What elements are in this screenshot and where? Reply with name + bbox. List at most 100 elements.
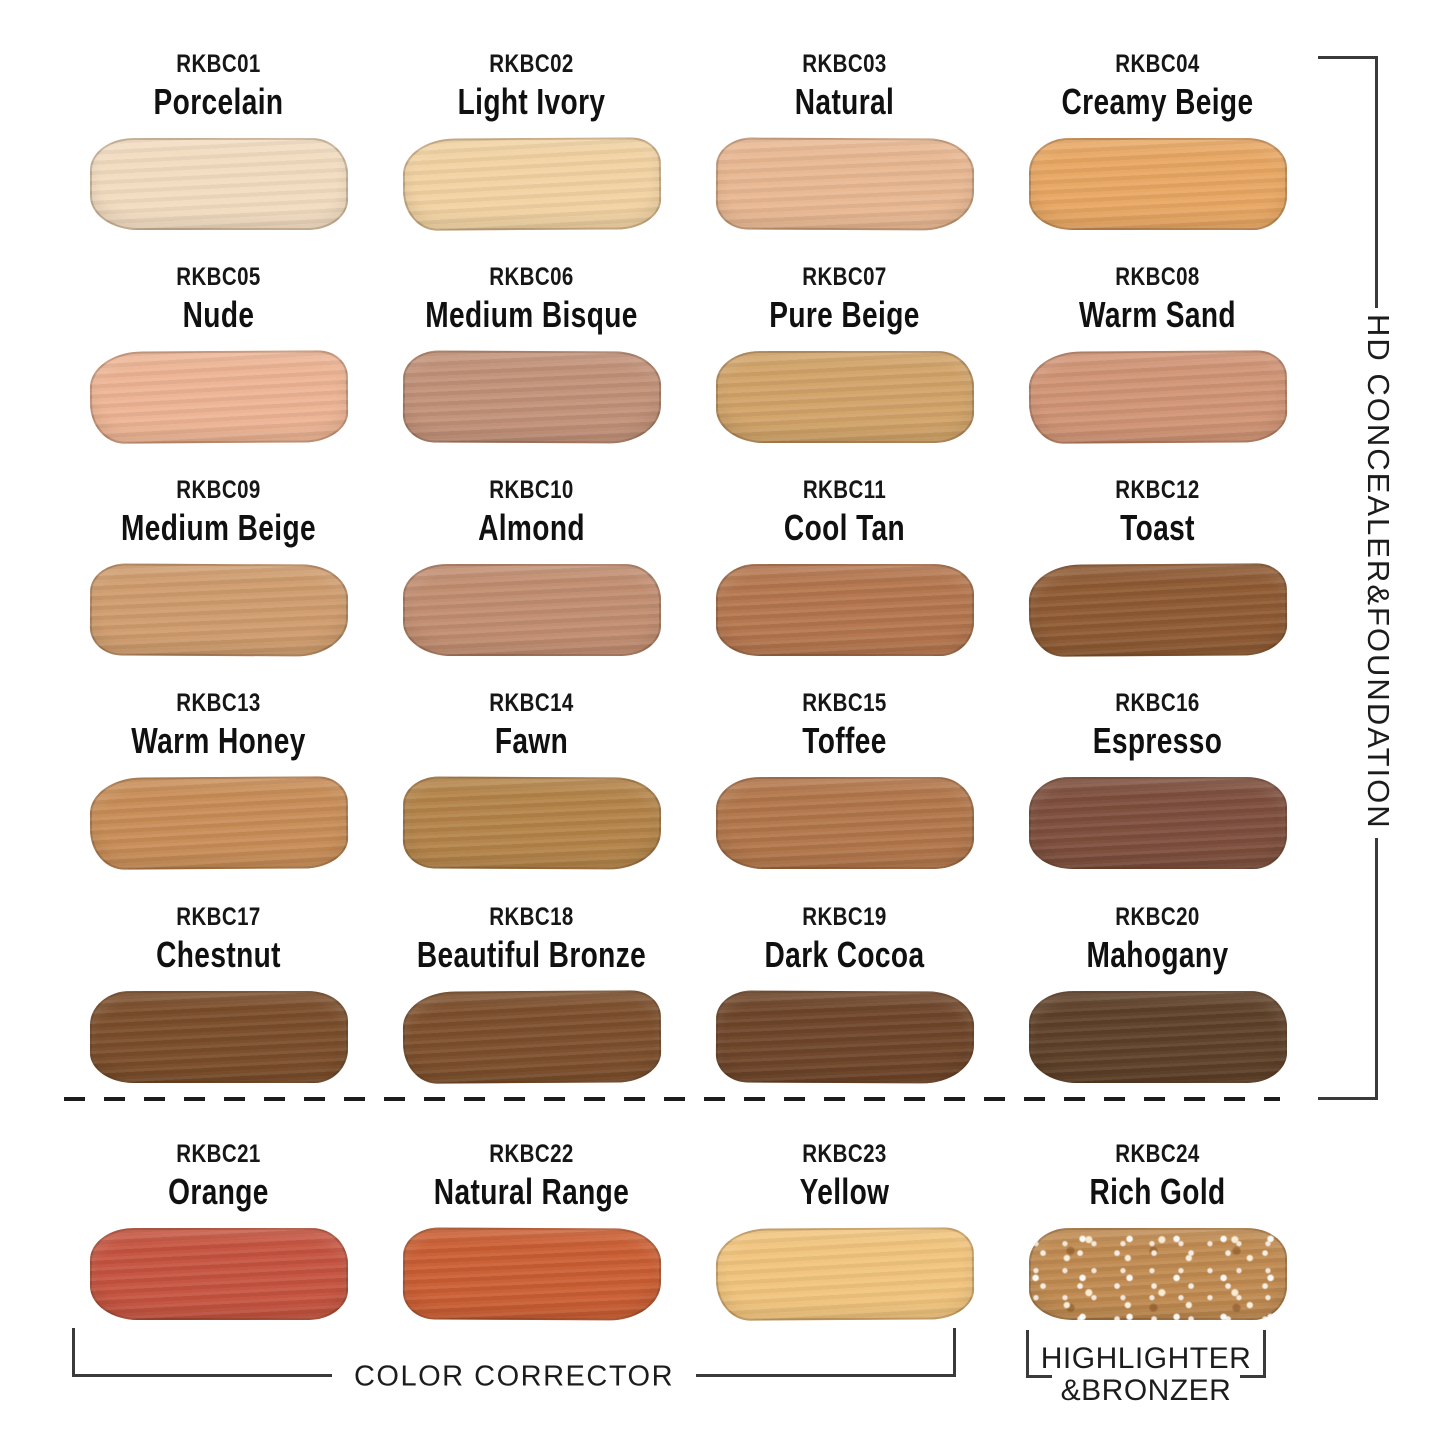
shade-swatch (1028, 138, 1287, 230)
shade-swatch (89, 776, 348, 870)
shade-cell: RKBC09 Medium Beige (62, 476, 375, 657)
shade-name: Medium Beige (120, 507, 317, 548)
shade-swatch (715, 777, 974, 869)
highlighter-bracket-right-corner (1240, 1330, 1266, 1378)
shade-cell: RKBC21 Orange (62, 1140, 375, 1320)
shade-swatch (1028, 563, 1287, 657)
color-corrector-bracket-right-line (696, 1328, 956, 1377)
highlighter-bronzer-bracket: HIGHLIGHTER &BRONZER (1026, 1330, 1266, 1406)
shade-name: Creamy Beige (1061, 81, 1254, 122)
shade-swatch (715, 990, 974, 1084)
shade-cell: RKBC15 Toffee (688, 689, 1001, 869)
shade-cell: RKBC18 Beautiful Bronze (375, 903, 688, 1084)
shade-swatch (89, 563, 348, 657)
shade-cell: RKBC06 Medium Bisque (375, 263, 688, 444)
shade-row-5: RKBC17 Chestnut RKBC18 Beautiful Bronze … (62, 903, 1314, 1084)
shade-code: RKBC12 (1115, 476, 1200, 504)
shade-swatch (1028, 991, 1287, 1083)
shade-cell: RKBC23 Yellow (688, 1140, 1001, 1321)
shade-code: RKBC18 (489, 903, 574, 931)
shade-row-6: RKBC21 Orange RKBC22 Natural Range RKBC2… (62, 1140, 1314, 1321)
shade-name: Natural (794, 81, 895, 122)
highlighter-label-line2: &BRONZER (1060, 1373, 1232, 1407)
shade-row-1: RKBC01 Porcelain RKBC02 Light Ivory RKBC… (62, 50, 1314, 231)
shade-code: RKBC02 (489, 50, 574, 78)
shade-swatch (715, 1227, 974, 1321)
shade-row-3: RKBC09 Medium Beige RKBC10 Almond RKBC11… (62, 476, 1314, 657)
shade-name: Warm Honey (131, 720, 306, 761)
shade-code: RKBC23 (802, 1140, 887, 1168)
hd-group-bracket-bottom-line (1318, 1097, 1378, 1100)
shade-swatch (89, 350, 348, 444)
shade-swatch (1028, 1228, 1287, 1320)
shade-code: RKBC05 (176, 263, 261, 291)
shade-cell: RKBC14 Fawn (375, 689, 688, 870)
shade-swatch (402, 350, 661, 444)
shade-cell: RKBC12 Toast (1001, 476, 1314, 657)
shade-name: Yellow (799, 1171, 890, 1212)
shade-cell: RKBC03 Natural (688, 50, 1001, 231)
shade-code: RKBC20 (1115, 903, 1200, 931)
highlighter-label-line1: HIGHLIGHTER (1040, 1342, 1252, 1375)
shade-name: Dark Cocoa (764, 934, 925, 975)
shade-name: Natural Range (433, 1171, 630, 1212)
shade-code: RKBC08 (1115, 263, 1200, 291)
shade-name: Beautiful Bronze (416, 934, 647, 975)
color-corrector-label: COLOR CORRECTOR (353, 1360, 675, 1393)
shade-swatch (1028, 777, 1287, 869)
shade-code: RKBC06 (489, 263, 574, 291)
shade-code: RKBC10 (489, 476, 574, 504)
shade-swatch (89, 138, 348, 230)
shade-swatch (402, 1227, 661, 1321)
shade-cell: RKBC16 Espresso (1001, 689, 1314, 869)
shade-cell: RKBC01 Porcelain (62, 50, 375, 230)
hd-group-label: HD CONCEALER&FOUNDATION (1361, 314, 1396, 830)
shade-name: Medium Bisque (425, 294, 638, 335)
shade-code: RKBC22 (489, 1140, 574, 1168)
shade-cell: RKBC13 Warm Honey (62, 689, 375, 870)
shade-name: Light Ivory (457, 81, 606, 122)
shade-name: Chestnut (156, 934, 281, 975)
shade-cell: RKBC22 Natural Range (375, 1140, 688, 1321)
shade-code: RKBC03 (802, 50, 887, 78)
shade-cell: RKBC19 Dark Cocoa (688, 903, 1001, 1084)
shade-swatch (715, 564, 974, 656)
shade-swatch (1028, 350, 1287, 444)
shade-code: RKBC07 (802, 263, 887, 291)
shade-cell: RKBC08 Warm Sand (1001, 263, 1314, 444)
shade-name: Pure Beige (769, 294, 920, 335)
highlighter-bronzer-label: HIGHLIGHTER &BRONZER (1041, 1343, 1252, 1406)
shade-cell: RKBC11 Cool Tan (688, 476, 1001, 656)
shade-name: Rich Gold (1089, 1171, 1226, 1212)
color-corrector-bracket-left-line (72, 1328, 332, 1377)
shade-code: RKBC09 (176, 476, 261, 504)
shade-code: RKBC16 (1115, 689, 1200, 717)
shade-cell: RKBC24 Rich Gold (1001, 1140, 1314, 1320)
shade-code: RKBC15 (802, 689, 887, 717)
shade-cell: RKBC04 Creamy Beige (1001, 50, 1314, 230)
shade-swatch (89, 991, 348, 1083)
shade-name: Fawn (494, 720, 569, 761)
shade-name: Orange (168, 1171, 269, 1212)
shade-code: RKBC04 (1115, 50, 1200, 78)
shade-row-4: RKBC13 Warm Honey RKBC14 Fawn RKBC15 Tof… (62, 689, 1314, 870)
shade-swatch (715, 351, 974, 443)
shade-swatch (402, 990, 661, 1084)
shade-code: RKBC14 (489, 689, 574, 717)
section-divider-dashed (64, 1097, 1280, 1101)
shade-code: RKBC13 (176, 689, 261, 717)
shade-swatch (402, 564, 661, 656)
color-corrector-bracket: COLOR CORRECTOR (72, 1328, 956, 1393)
shade-name: Toast (1120, 507, 1195, 548)
shade-cell: RKBC07 Pure Beige (688, 263, 1001, 443)
shade-cell: RKBC17 Chestnut (62, 903, 375, 1083)
shade-swatch (402, 776, 661, 870)
shade-row-2: RKBC05 Nude RKBC06 Medium Bisque RKBC07 … (62, 263, 1314, 444)
shade-cell: RKBC20 Mahogany (1001, 903, 1314, 1083)
shade-code: RKBC17 (176, 903, 261, 931)
shade-name: Nude (182, 294, 255, 335)
shade-name: Toffee (802, 720, 887, 761)
shade-code: RKBC01 (176, 50, 261, 78)
shade-name: Porcelain (153, 81, 284, 122)
shade-swatch (89, 1228, 348, 1320)
